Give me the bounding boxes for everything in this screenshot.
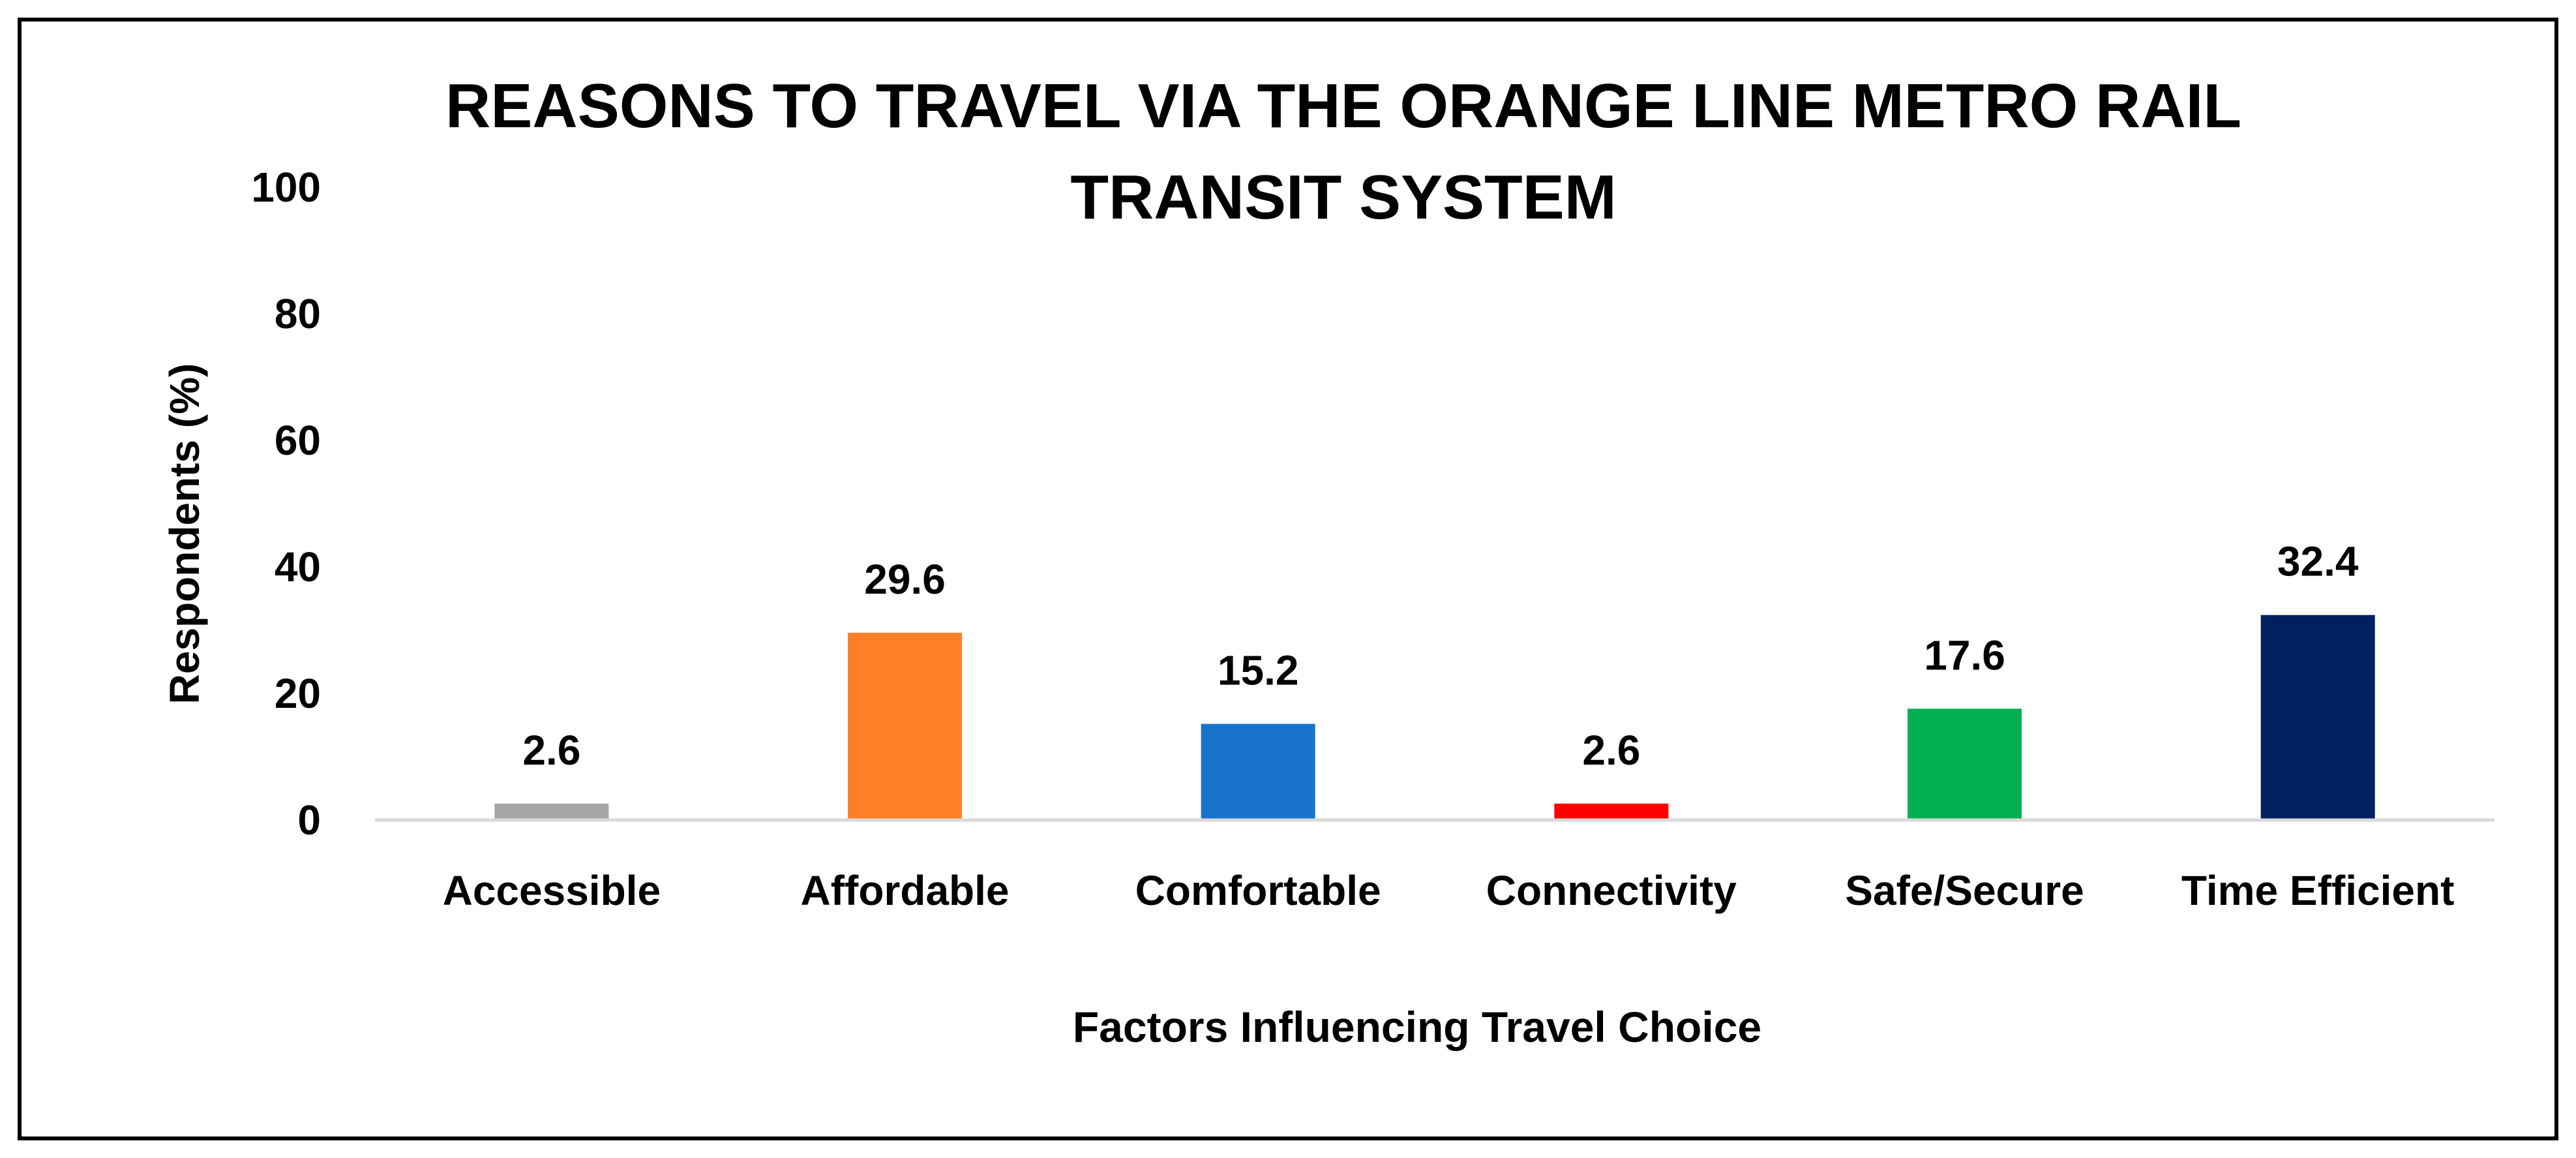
y-tick-label: 60 (275, 417, 321, 464)
data-label: 2.6 (1582, 727, 1640, 774)
data-labels: 2.6 29.6 15.2 2.6 17.6 32.4 (522, 538, 2359, 774)
y-tick-label: 0 (297, 797, 321, 844)
y-tick-label: 100 (251, 164, 321, 211)
bar (1554, 803, 1669, 820)
x-tick-label: Comfortable (1135, 867, 1381, 914)
bars (494, 615, 2375, 820)
data-label: 29.6 (864, 556, 946, 603)
chart-title-line-1: REASONS TO TRAVEL VIA THE ORANGE LINE ME… (445, 71, 2241, 141)
y-tick-label: 40 (275, 543, 321, 590)
y-axis-label: Respondents (%) (161, 363, 208, 705)
x-tick-label: Connectivity (1486, 867, 1737, 914)
bar (848, 632, 962, 820)
x-tick-label: Safe/Secure (1845, 867, 2084, 914)
x-axis-label: Factors Influencing Travel Choice (1073, 1003, 1761, 1051)
x-tick-label: Affordable (801, 867, 1010, 914)
x-axis-ticks: Accessible Affordable Comfortable Connectiv… (443, 867, 2455, 914)
data-label: 2.6 (522, 727, 580, 774)
bar (1201, 724, 1315, 820)
y-tick-label: 80 (275, 290, 321, 337)
bar (1908, 709, 2022, 820)
x-tick-label: Time Efficient (2181, 867, 2454, 914)
x-tick-label: Accessible (443, 867, 661, 914)
data-label: 15.2 (1218, 647, 1299, 694)
chart-title-line-2: TRANSIT SYSTEM (1070, 162, 1616, 232)
data-label: 32.4 (2277, 538, 2359, 585)
bar (494, 803, 609, 820)
y-tick-label: 20 (275, 670, 321, 717)
y-axis-ticks: 0 20 40 60 80 100 (251, 164, 321, 844)
data-label: 17.6 (1924, 632, 2005, 678)
chart-frame (18, 18, 2558, 1140)
bar (2260, 615, 2375, 820)
